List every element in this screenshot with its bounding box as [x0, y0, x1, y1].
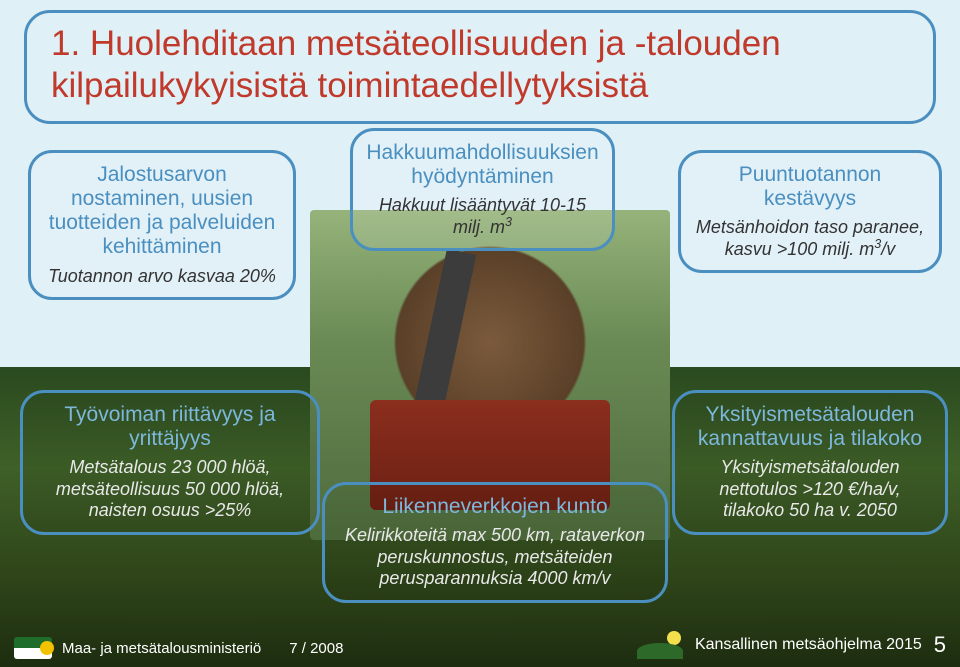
mmm-logo-icon: [14, 637, 52, 659]
bubble-puuntuotanto: Puuntuotannon kestävyys Metsänhoidon tas…: [678, 150, 942, 273]
bubble-head: Työvoiman riittävyys ja yrittäjyys: [35, 403, 305, 451]
bubble-head: Yksityismetsätalouden kannattavuus ja ti…: [687, 403, 933, 451]
bubble-yksityismetsatalous: Yksityismetsätalouden kannattavuus ja ti…: [672, 390, 948, 535]
bubble-sub: Tuotannon arvo kasvaa 20%: [43, 266, 281, 288]
bubble-tyovoima: Työvoiman riittävyys ja yrittäjyys Metsä…: [20, 390, 320, 535]
footer-left: Maa- ja metsätalousministeriö 7 / 2008: [14, 637, 343, 659]
program-logo-icon: [637, 631, 683, 659]
slide-title: 1. Huolehditaan metsäteollisuuden ja -ta…: [51, 23, 909, 107]
footer-program: Kansallinen metsäohjelma 2015: [695, 636, 922, 654]
bubble-head: Jalostusarvon nostaminen, uusien tuottei…: [43, 163, 281, 260]
footer-ministry: Maa- ja metsätalousministeriö: [62, 640, 261, 657]
footer-date: 7 / 2008: [289, 640, 343, 657]
bubble-sub: Hakkuut lisääntyvät 10-15 milj. m3: [365, 195, 600, 238]
bubble-liikenneverkot: Liikenneverkkojen kunto Kelirikkoteitä m…: [322, 482, 668, 603]
footer-right: Kansallinen metsäohjelma 2015 5: [637, 631, 946, 659]
bubble-sub: Yksityismetsätalouden nettotulos >120 €/…: [687, 457, 933, 522]
bubble-jalostusarvo: Jalostusarvon nostaminen, uusien tuottei…: [28, 150, 296, 300]
page-number: 5: [934, 632, 946, 658]
slide: 1. Huolehditaan metsäteollisuuden ja -ta…: [0, 0, 960, 667]
bubble-sub: Metsänhoidon taso paranee, kasvu >100 mi…: [693, 217, 927, 260]
slide-title-box: 1. Huolehditaan metsäteollisuuden ja -ta…: [24, 10, 936, 124]
bubble-head: Hakkuumahdollisuuksien hyödyntäminen: [365, 141, 600, 189]
bubble-sub: Metsätalous 23 000 hlöä, metsäteollisuus…: [35, 457, 305, 522]
bubble-head: Liikenneverkkojen kunto: [337, 495, 653, 519]
bubble-hakkuumahdollisuudet: Hakkuumahdollisuuksien hyödyntäminen Hak…: [350, 128, 615, 251]
bubble-sub: Kelirikkoteitä max 500 km, rataverkon pe…: [337, 525, 653, 590]
bubble-head: Puuntuotannon kestävyys: [693, 163, 927, 211]
